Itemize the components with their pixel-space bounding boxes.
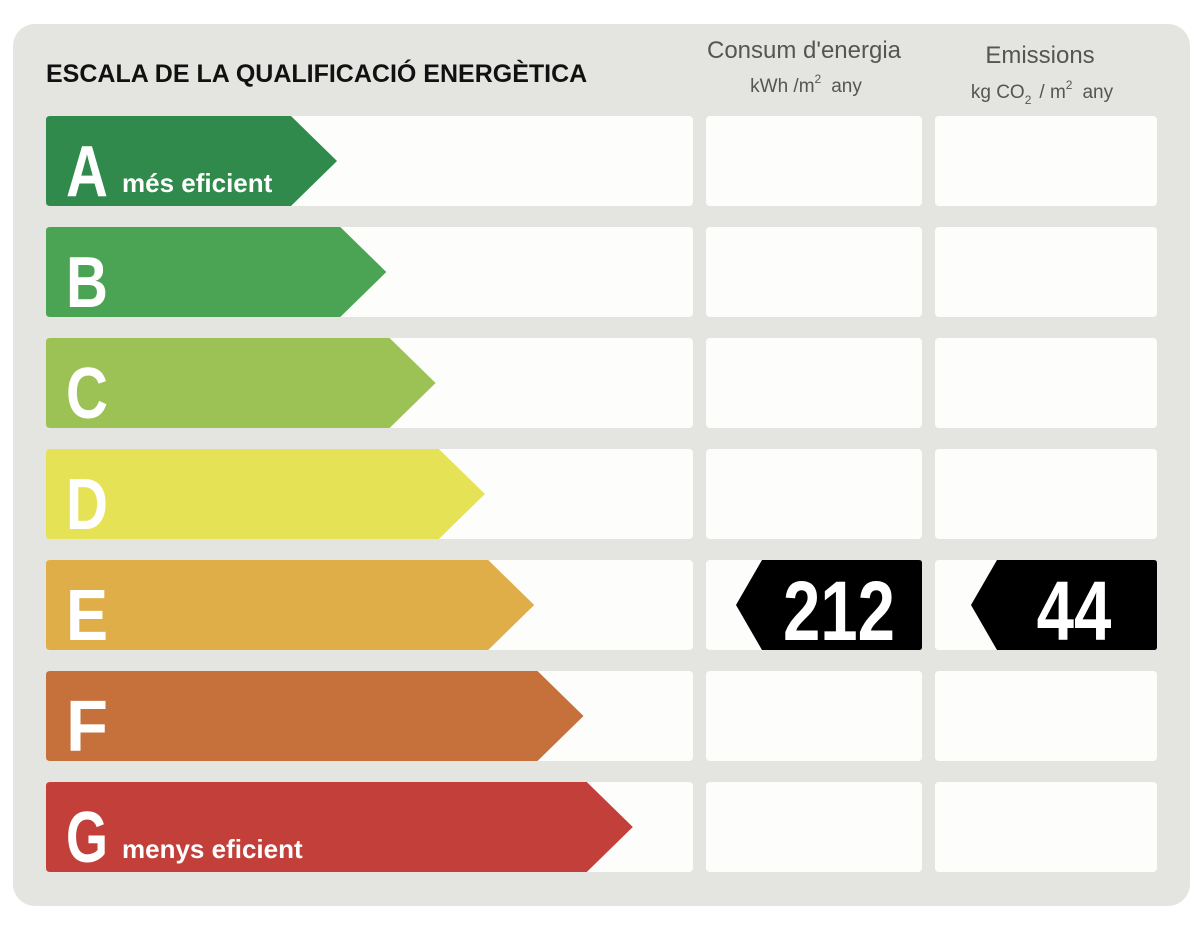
rating-letter: D <box>66 465 108 545</box>
unit-part: / m <box>1039 82 1065 103</box>
rating-letter: B <box>66 243 108 323</box>
unit-sup: 2 <box>1066 78 1073 92</box>
rating-arrow <box>46 116 337 206</box>
cell <box>706 227 922 317</box>
rating-arrow <box>46 338 436 428</box>
rating-arrow <box>46 227 387 317</box>
cell <box>935 338 1157 428</box>
title: ESCALA DE LA QUALIFICACIÓ ENERGÈTICA <box>46 58 587 88</box>
value-badge <box>971 560 1157 650</box>
rating-arrow <box>46 671 584 761</box>
cell <box>935 449 1157 539</box>
rating-letter: E <box>66 576 108 656</box>
unit-part: kg CO <box>971 82 1025 103</box>
cell <box>706 782 922 872</box>
column-title: Emissions <box>985 42 1094 69</box>
cell <box>935 116 1157 206</box>
rating-label: menys eficient <box>122 834 303 864</box>
column-unit: kWh /m2 any <box>750 72 862 97</box>
rating-letter: G <box>66 798 108 878</box>
rating-letter: F <box>66 687 108 767</box>
column-title: Consum d'energia <box>707 37 902 64</box>
unit-sub: 2 <box>1025 93 1032 107</box>
rating-arrow <box>46 560 535 650</box>
column-unit: kg CO2/ m2 any <box>971 78 1114 107</box>
cell <box>935 782 1157 872</box>
unit-part: any <box>831 76 862 97</box>
rating-letter: C <box>66 354 108 434</box>
value: 212 <box>783 565 895 659</box>
cell <box>706 338 922 428</box>
cell <box>706 116 922 206</box>
rating-arrow <box>46 449 485 539</box>
unit-sup: 2 <box>815 72 822 86</box>
value: 44 <box>1037 565 1112 659</box>
unit-part: any <box>1082 82 1113 103</box>
cell <box>935 671 1157 761</box>
unit-part: kWh /m <box>750 76 814 97</box>
cell <box>935 227 1157 317</box>
value-badge <box>736 560 922 650</box>
cell <box>706 671 922 761</box>
cell <box>706 449 922 539</box>
rating-arrow <box>46 782 633 872</box>
rating-label: més eficient <box>122 168 273 198</box>
rating-letter: A <box>66 132 108 212</box>
